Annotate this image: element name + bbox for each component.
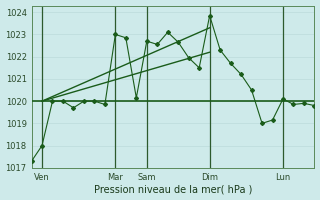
- X-axis label: Pression niveau de la mer( hPa ): Pression niveau de la mer( hPa ): [94, 184, 252, 194]
